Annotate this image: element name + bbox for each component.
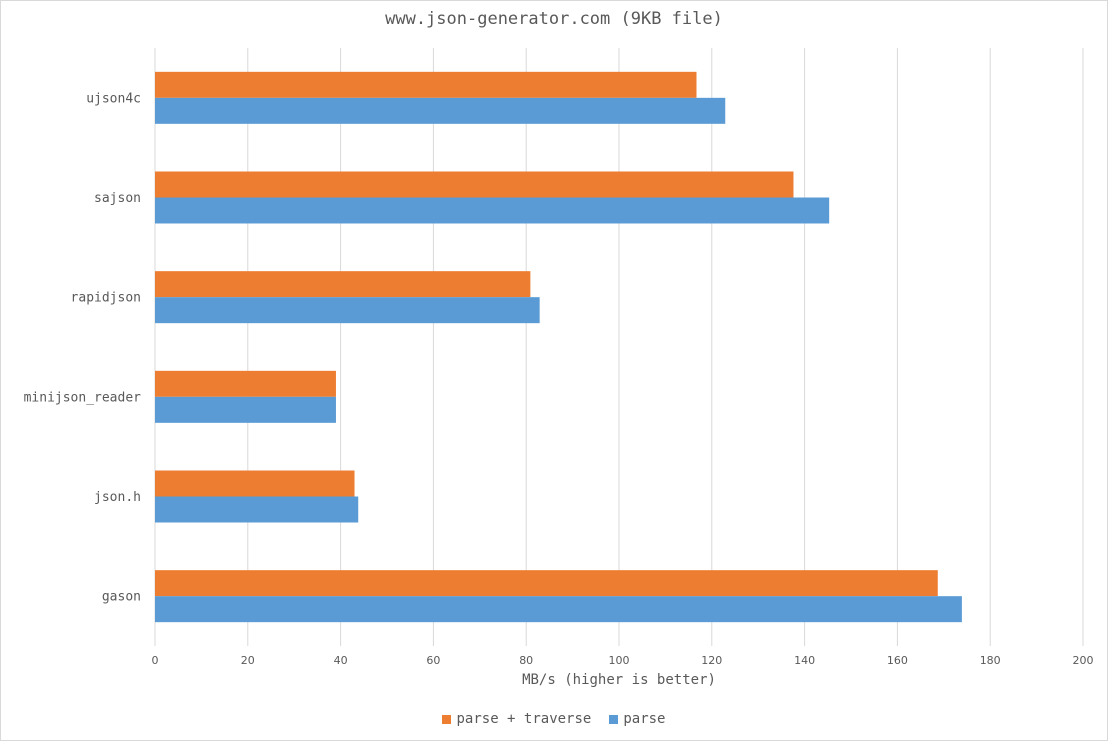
labels: 0 20 40 60 80 100 120 140 160 180 200 ujson4c sajson… bbox=[24, 91, 1094, 667]
x-tick-label: 40 bbox=[334, 654, 348, 667]
legend-label-parse-traverse: parse + traverse bbox=[456, 711, 592, 727]
bar bbox=[155, 171, 794, 198]
legend: parse + traverse parse bbox=[0, 711, 1108, 727]
category-label: json.h bbox=[94, 490, 141, 505]
bar bbox=[155, 596, 962, 623]
x-tick-label: 200 bbox=[1073, 654, 1094, 667]
x-tick-label: 120 bbox=[701, 654, 722, 667]
category-label: rapidjson bbox=[71, 291, 141, 306]
bar bbox=[155, 370, 336, 397]
bar bbox=[155, 97, 726, 124]
x-tick-label: 80 bbox=[519, 654, 533, 667]
x-tick-label: 20 bbox=[241, 654, 255, 667]
bars bbox=[155, 71, 962, 623]
bar bbox=[155, 197, 830, 224]
bar bbox=[155, 271, 531, 298]
legend-label-parse: parse bbox=[623, 711, 666, 727]
bar bbox=[155, 396, 336, 423]
chart-title: www.json-generator.com (9KB file) bbox=[385, 9, 723, 29]
x-tick-label: 60 bbox=[426, 654, 440, 667]
x-tick-label: 160 bbox=[887, 654, 908, 667]
legend-swatch-parse bbox=[609, 714, 619, 724]
x-tick-label: 140 bbox=[794, 654, 815, 667]
x-tick-label: 0 bbox=[152, 654, 159, 667]
legend-item-parse-traverse: parse + traverse bbox=[442, 711, 591, 727]
category-label: sajson bbox=[94, 191, 141, 206]
bar bbox=[155, 71, 697, 98]
gridlines bbox=[154, 48, 1084, 646]
bar bbox=[155, 570, 938, 597]
x-axis-title: MB/s (higher is better) bbox=[522, 672, 716, 688]
x-tick-label: 100 bbox=[609, 654, 630, 667]
x-tick-label: 180 bbox=[980, 654, 1001, 667]
legend-swatch-parse-traverse bbox=[442, 714, 452, 724]
legend-item-parse: parse bbox=[609, 711, 666, 727]
bar bbox=[155, 496, 359, 523]
bar bbox=[155, 297, 540, 324]
category-label: ujson4c bbox=[86, 91, 141, 106]
bar bbox=[155, 470, 355, 497]
category-label: minijson_reader bbox=[24, 390, 142, 405]
category-label: gason bbox=[102, 590, 141, 605]
